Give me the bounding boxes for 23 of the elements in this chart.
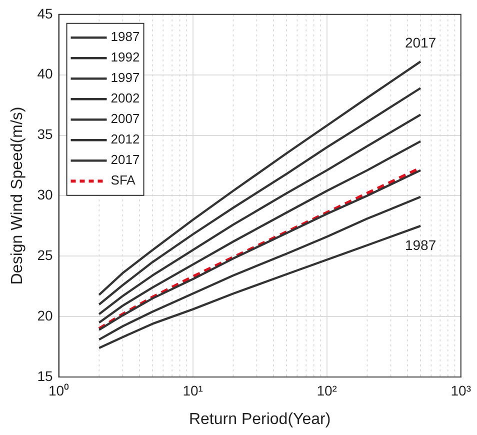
y-axis-title: Design Wind Speed(m/s) — [9, 106, 26, 285]
annotation: 2017 — [404, 34, 436, 50]
legend-label: 2017 — [110, 152, 140, 168]
y-tick-label: 45 — [37, 5, 53, 22]
y-tick-label: 15 — [37, 368, 53, 384]
legend-label: 2012 — [110, 132, 140, 147]
legend-label: 1987 — [110, 29, 140, 44]
legend-label: 1997 — [110, 70, 140, 86]
legend-label: 2007 — [110, 111, 140, 126]
x-tick-label: 10¹ — [182, 382, 204, 398]
y-tick-label: 40 — [37, 66, 53, 82]
legend-label: 2002 — [110, 90, 140, 106]
annotation: 1987 — [404, 236, 436, 253]
x-tick-label: 10³ — [450, 382, 472, 398]
y-tick-label: 25 — [37, 246, 53, 263]
x-tick-label: 10² — [316, 382, 338, 398]
legend-label: SFA — [110, 172, 136, 188]
y-tick-label: 35 — [37, 126, 53, 142]
legend-label: 1992 — [110, 50, 140, 65]
x-tick-label: 10⁰ — [48, 382, 70, 398]
y-tick-label: 20 — [37, 307, 53, 324]
x-axis-title: Return Period(Year) — [188, 410, 331, 428]
y-tick-label: 30 — [37, 186, 53, 203]
